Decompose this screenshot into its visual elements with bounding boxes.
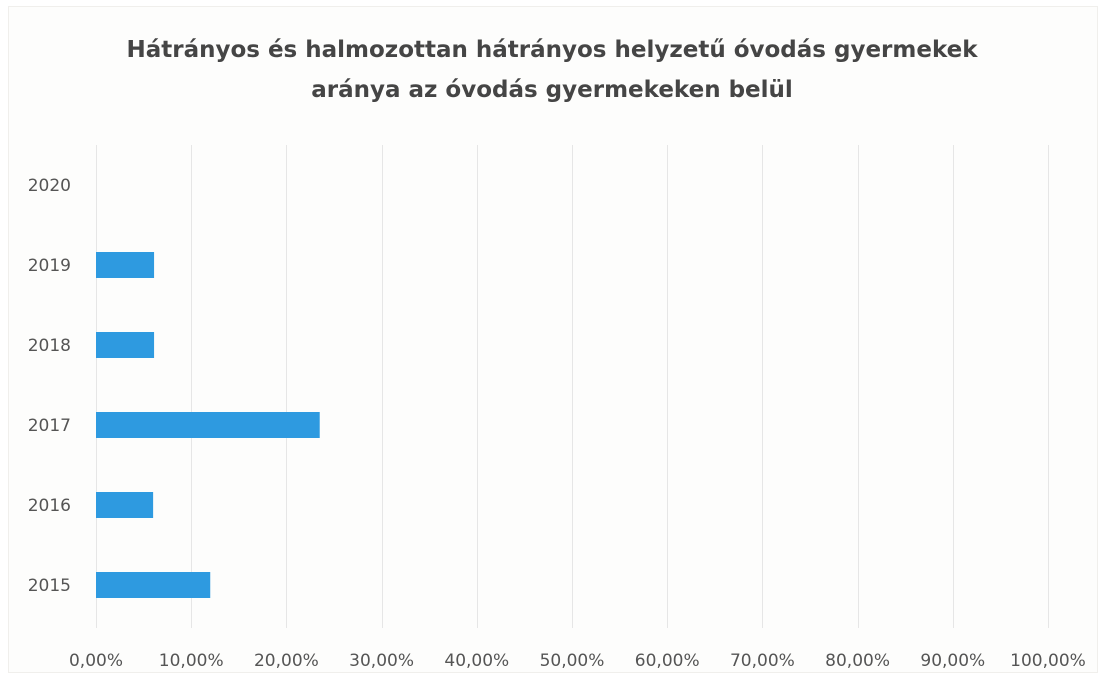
bars — [96, 252, 320, 598]
bar-2019 — [96, 252, 155, 278]
chart-frame — [8, 6, 1098, 673]
chart-title: Hátrányos és halmozottan hátrányos helyz… — [0, 30, 1104, 110]
gridlines — [96, 145, 1049, 628]
x-tick-label: 50,00% — [540, 651, 605, 671]
y-tick-label-2018: 2018 — [28, 336, 71, 356]
bar-2017 — [96, 412, 320, 438]
x-tick-label: 80,00% — [825, 651, 890, 671]
x-axis-tick-labels: 0,00% 10,00% 20,00% 30,00% 40,00% 50,00% 60,00… — [69, 651, 1086, 671]
y-tick-label-2017: 2017 — [28, 416, 71, 436]
bar-2016 — [96, 492, 154, 518]
y-tick-label-2015: 2015 — [28, 576, 71, 596]
x-tick-label: 70,00% — [730, 651, 795, 671]
x-tick-label: 20,00% — [254, 651, 319, 671]
x-tick-label: 90,00% — [920, 651, 985, 671]
chart-title-line-2: aránya az óvodás gyermekeken belül — [311, 77, 793, 103]
x-tick-label: 10,00% — [159, 651, 224, 671]
bar-2015 — [96, 572, 211, 598]
x-tick-label: 60,00% — [635, 651, 700, 671]
x-tick-label: 30,00% — [349, 651, 414, 671]
x-tick-label: 100,00% — [1010, 651, 1086, 671]
chart-title-line-1: Hátrányos és halmozottan hátrányos helyz… — [126, 37, 978, 63]
x-tick-label: 40,00% — [444, 651, 509, 671]
x-tick-label: 0,00% — [69, 651, 123, 671]
y-tick-label-2019: 2019 — [28, 256, 71, 276]
bar-2018 — [96, 332, 155, 358]
y-tick-label-2020: 2020 — [28, 176, 71, 196]
y-tick-label-2016: 2016 — [28, 496, 71, 516]
y-axis-tick-labels: 2015 2016 2017 2018 2019 2020 — [28, 176, 71, 596]
